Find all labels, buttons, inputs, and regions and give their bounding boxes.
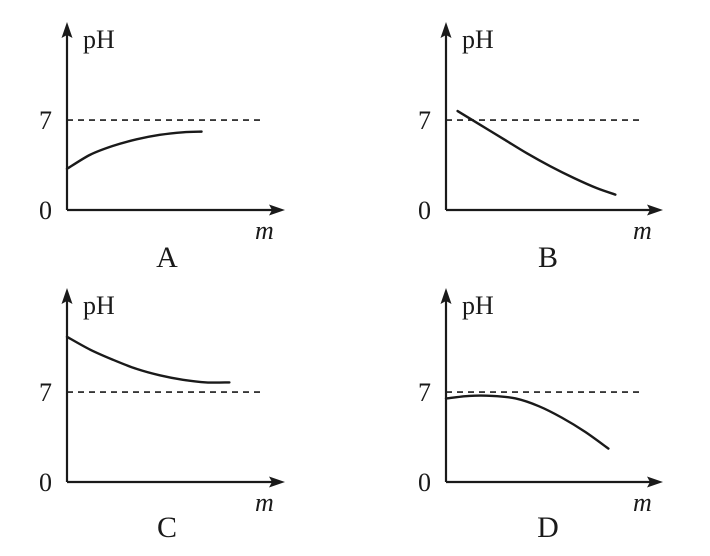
panel-a-y-label: pH <box>83 25 115 54</box>
panel-b-x-label: m <box>633 216 652 245</box>
panel-b-y-arrow <box>440 22 452 38</box>
panel-c-ref-label: 7 <box>39 378 52 407</box>
panel-a-origin-label: 0 <box>39 196 52 225</box>
panel-d-y-arrow <box>440 288 452 304</box>
panel-b-curve <box>456 109 617 196</box>
panel-d-x-arrow <box>647 476 663 488</box>
panel-a: pH 7 0 m A <box>39 22 285 274</box>
panel-b-y-label: pH <box>462 25 494 54</box>
panel-a-x-label: m <box>255 216 274 245</box>
panel-b-ref-label: 7 <box>418 106 431 135</box>
panel-b-origin-label: 0 <box>418 196 431 225</box>
panel-d-x-label: m <box>633 488 652 517</box>
panel-a-curve <box>65 130 203 171</box>
panel-c-y-label: pH <box>83 291 115 320</box>
panel-c-x-label: m <box>255 488 274 517</box>
panel-d-y-label: pH <box>462 291 494 320</box>
panel-c: pH 7 0 m C <box>39 288 285 544</box>
panel-c-caption: C <box>157 511 177 544</box>
panel-a-x-arrow <box>269 204 285 216</box>
panel-c-curve <box>65 335 231 384</box>
panel-c-origin-label: 0 <box>39 468 52 497</box>
panel-d: pH 7 0 m D <box>418 288 663 544</box>
panel-c-x-arrow <box>269 476 285 488</box>
panel-a-y-arrow <box>61 22 73 38</box>
panel-d-ref-label: 7 <box>418 378 431 407</box>
panel-b-caption: B <box>538 241 558 274</box>
panel-d-caption: D <box>537 511 559 544</box>
panel-b: pH 7 0 m B <box>418 22 663 274</box>
panel-a-ref-label: 7 <box>39 106 52 135</box>
panel-c-y-arrow <box>61 288 73 304</box>
panel-b-x-arrow <box>647 204 663 216</box>
panel-a-caption: A <box>156 241 178 274</box>
panel-d-origin-label: 0 <box>418 468 431 497</box>
panel-d-curve <box>444 394 610 450</box>
